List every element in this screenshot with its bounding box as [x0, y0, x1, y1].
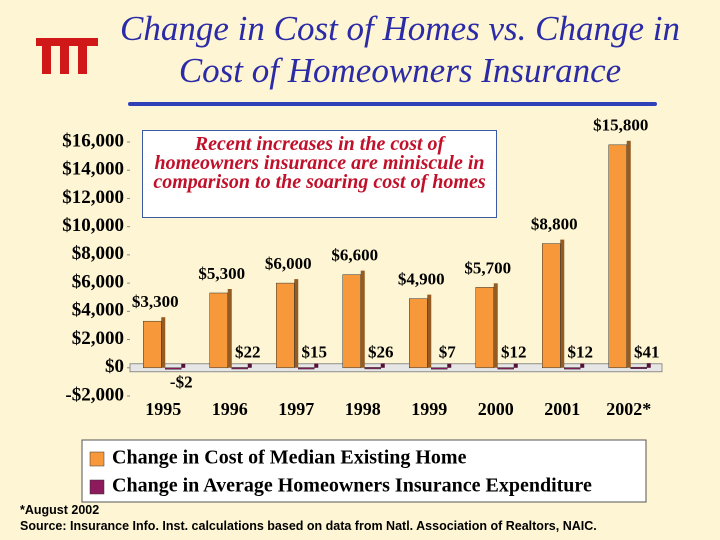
data-label: $3,300 — [132, 292, 179, 311]
data-label: $5,300 — [198, 264, 245, 283]
y-tick-label: $0 — [105, 356, 124, 377]
x-tick-label: 1995 — [145, 399, 181, 419]
bar-side — [161, 317, 166, 368]
x-tick-label: 2000 — [478, 399, 514, 419]
bar-side — [227, 288, 232, 368]
x-tick-label: 1999 — [411, 399, 447, 419]
bar — [497, 367, 514, 370]
bar-side — [513, 363, 518, 368]
data-label: $8,800 — [531, 215, 578, 234]
legend-swatch — [89, 479, 105, 495]
x-tick-label: 2001 — [544, 399, 580, 419]
bar-side — [380, 363, 385, 368]
bar — [630, 366, 647, 369]
bar — [608, 144, 627, 369]
data-label: $15 — [302, 343, 328, 362]
bar-side — [626, 140, 631, 368]
bar — [143, 320, 162, 369]
bar — [564, 367, 581, 370]
data-label: $5,700 — [464, 258, 511, 277]
data-label: $22 — [235, 343, 261, 362]
chart-title: Change in Cost of Homes vs. Change in Co… — [120, 9, 680, 90]
legend-label: Change in Average Homeowners Insurance E… — [112, 475, 592, 497]
bar — [409, 298, 428, 369]
x-tick-label: 1996 — [212, 399, 248, 419]
bar-side — [247, 363, 252, 368]
bar — [364, 367, 381, 370]
bar-side — [560, 239, 565, 368]
legend-swatch — [89, 451, 105, 467]
bar — [475, 287, 494, 369]
data-label: $15,800 — [593, 116, 648, 135]
y-tick-label: $6,000 — [72, 271, 124, 292]
bar — [231, 367, 248, 370]
bar-side — [580, 363, 585, 368]
bar-side — [360, 270, 365, 368]
footnote: *August 2002 — [20, 503, 100, 517]
bar-side — [427, 294, 432, 368]
y-tick-label: $12,000 — [62, 187, 124, 208]
bar-side — [493, 283, 498, 368]
x-tick-label: 1998 — [345, 399, 381, 419]
data-label: -$2 — [170, 373, 193, 392]
y-tick-label: $10,000 — [62, 215, 124, 236]
bar — [165, 367, 182, 370]
data-label: $6,000 — [265, 254, 312, 273]
data-label: $12 — [501, 343, 527, 362]
bar — [209, 292, 228, 369]
y-tick-label: $8,000 — [72, 243, 124, 264]
y-tick-label: $14,000 — [62, 159, 124, 180]
y-tick-label: $2,000 — [72, 328, 124, 349]
bar-side — [314, 363, 319, 368]
bar — [542, 243, 561, 369]
source: Source: Insurance Info. Inst. calculatio… — [20, 519, 597, 533]
bar — [298, 367, 315, 370]
y-tick-label: $16,000 — [62, 130, 124, 151]
bar — [276, 282, 295, 369]
legend-box — [81, 439, 647, 503]
data-label: $12 — [568, 343, 594, 362]
data-label: $6,600 — [331, 246, 378, 265]
x-tick-label: 1997 — [278, 399, 314, 419]
bar-side — [181, 363, 186, 368]
data-label: $41 — [634, 343, 660, 362]
legend-label: Change in Cost of Median Existing Home — [112, 447, 467, 469]
data-label: $26 — [368, 343, 394, 362]
data-label: $7 — [439, 343, 457, 362]
y-tick-label: $4,000 — [72, 300, 124, 321]
data-label: $4,900 — [398, 270, 445, 289]
logo — [36, 38, 98, 74]
y-tick-label: -$2,000 — [65, 384, 124, 405]
bar-side — [447, 363, 452, 368]
x-tick-label: 2002* — [606, 399, 651, 419]
bar-side — [646, 363, 651, 368]
bar — [342, 274, 361, 369]
bar — [431, 367, 448, 370]
bar-side — [294, 279, 299, 368]
annotation: Recent increases in the cost of homeowne… — [142, 130, 497, 218]
